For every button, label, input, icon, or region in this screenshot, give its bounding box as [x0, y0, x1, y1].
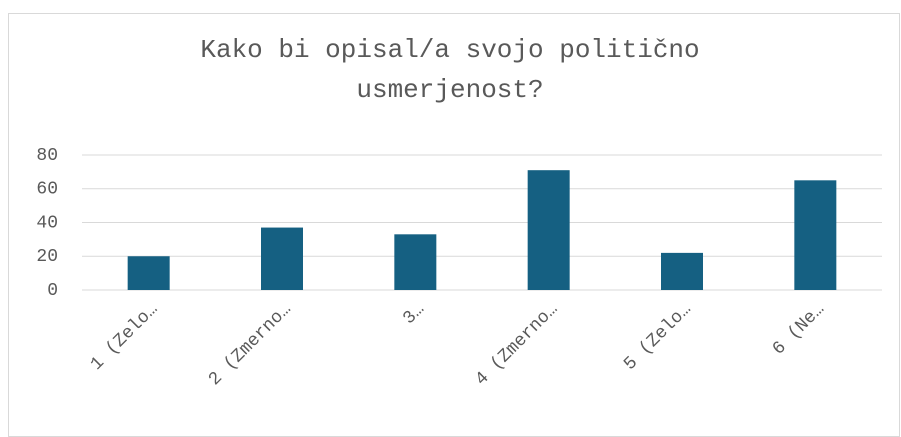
- x-tick-label: 1 (Zelo…: [87, 299, 162, 374]
- bar: [394, 234, 437, 290]
- x-tick-label: 3…: [400, 299, 429, 328]
- bar: [527, 170, 570, 290]
- y-tick-label: 80: [36, 146, 58, 166]
- bar: [261, 227, 303, 290]
- y-tick-label: 40: [36, 213, 58, 233]
- x-tick-label: 6 (Ne…: [769, 299, 829, 359]
- y-tick-label: 60: [36, 180, 58, 200]
- x-tick-label: 2 (Zmerno…: [205, 299, 296, 390]
- x-tick-label: 5 (Zelo…: [620, 299, 695, 374]
- bar: [794, 180, 837, 290]
- y-tick-label: 0: [47, 281, 58, 301]
- chart-title: Kako bi opisal/a svojo politično usmerje…: [200, 35, 700, 105]
- bar: [127, 256, 170, 290]
- bar: [661, 252, 703, 290]
- y-tick-label: 20: [36, 247, 58, 267]
- x-tick-label: 4 (Zmerno…: [472, 299, 563, 390]
